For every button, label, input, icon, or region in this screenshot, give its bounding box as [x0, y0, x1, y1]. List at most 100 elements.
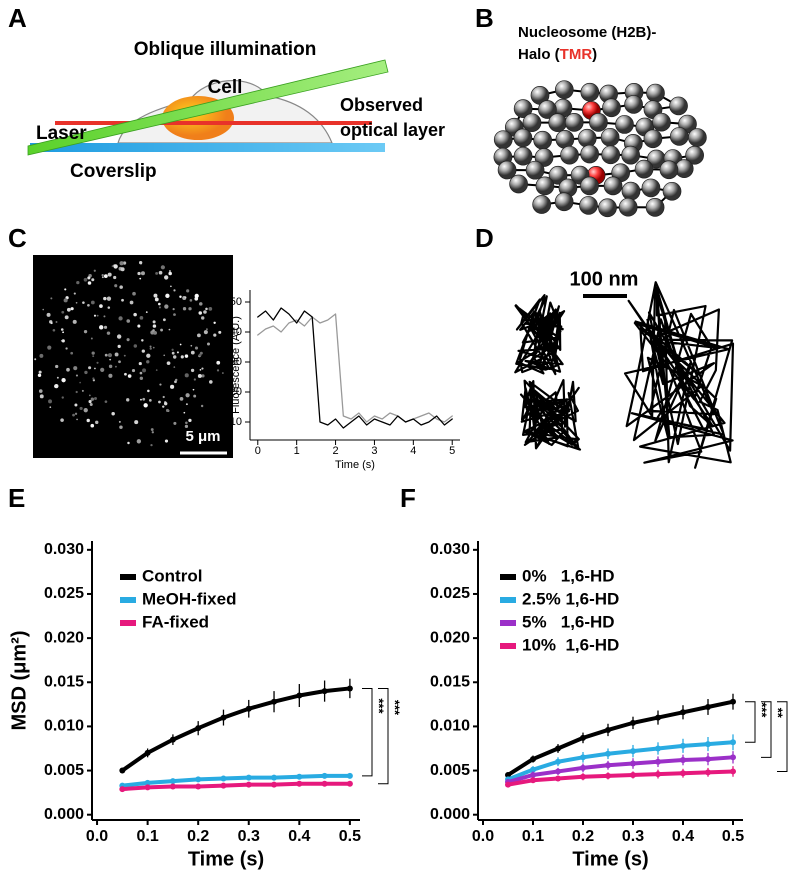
spot — [142, 368, 147, 373]
spot — [197, 373, 202, 378]
spot — [93, 314, 97, 317]
spot — [139, 316, 144, 320]
spot — [88, 400, 92, 404]
data-point — [580, 773, 586, 780]
spot — [203, 310, 207, 314]
significance-label: *** — [787, 708, 791, 724]
spot — [55, 321, 58, 323]
data-point — [505, 771, 511, 778]
x-axis-label: Time (s) — [335, 459, 375, 471]
y-tick-label: 0.010 — [44, 718, 84, 735]
spot — [188, 418, 192, 423]
spot — [120, 267, 125, 272]
x-tick-label: 0.4 — [672, 828, 694, 845]
legend-label: FA-fixed — [142, 612, 209, 631]
x-tick-label: 0.3 — [238, 828, 260, 845]
spot — [121, 298, 124, 302]
x-tick-label: 0.5 — [722, 828, 744, 845]
spot — [184, 296, 187, 299]
spot — [190, 368, 195, 373]
series-line — [506, 755, 735, 785]
y-tick-label: 0.000 — [430, 806, 470, 823]
spot — [108, 364, 113, 369]
spot — [208, 306, 213, 311]
spot — [55, 364, 59, 369]
spot — [54, 383, 59, 389]
label-part: Halo ( — [518, 46, 560, 63]
trajectories — [514, 281, 735, 469]
nucleosome — [548, 165, 568, 185]
spot — [152, 329, 155, 332]
spot — [116, 334, 122, 339]
spot — [173, 289, 176, 292]
spot — [201, 374, 205, 378]
y-axis-label: MSD (μm²) — [8, 631, 30, 731]
laser-beam — [27, 59, 389, 156]
spot — [93, 397, 97, 400]
nucleosome — [600, 127, 620, 147]
x-tick-label: 0.0 — [472, 828, 494, 845]
panel-label: F — [400, 483, 416, 513]
spot — [166, 361, 171, 366]
y-tick-label: 50 — [230, 296, 242, 308]
spot — [90, 337, 93, 340]
data-point — [271, 781, 278, 788]
data-point — [530, 777, 536, 784]
panel-label: E — [8, 483, 25, 513]
spot — [139, 376, 144, 381]
scale-bar-label: 100 nm — [570, 268, 639, 290]
spot — [64, 288, 67, 291]
spot — [46, 312, 51, 317]
spot — [199, 302, 203, 306]
spot — [203, 330, 208, 335]
label: Laser — [36, 123, 87, 144]
spot — [201, 316, 205, 320]
spot — [88, 366, 92, 370]
y-tick-label: 0.005 — [430, 762, 470, 779]
nucleosome — [641, 178, 661, 198]
spot — [162, 318, 166, 322]
data-point — [655, 758, 661, 765]
spot — [65, 347, 68, 350]
data-point — [680, 709, 686, 716]
data-point — [680, 742, 686, 749]
spot — [216, 369, 220, 372]
spot — [194, 293, 199, 299]
data-point — [296, 773, 303, 780]
spot — [66, 307, 71, 312]
spot — [61, 339, 65, 343]
spot — [129, 300, 134, 305]
data-point — [605, 726, 611, 733]
y-tick-label: 0.025 — [430, 585, 470, 602]
scale-bar-label: 5 μm — [185, 428, 220, 445]
spot — [76, 280, 80, 285]
nucleosome — [624, 95, 643, 114]
y-tick-label: 0.000 — [44, 806, 84, 823]
data-point — [169, 736, 176, 743]
spot — [133, 312, 137, 317]
spot — [101, 276, 104, 279]
spot — [113, 275, 117, 280]
spot — [70, 351, 74, 355]
spot — [174, 378, 178, 382]
x-tick-label: 0.1 — [522, 828, 544, 845]
data-point — [730, 698, 736, 705]
data-point — [169, 783, 176, 790]
spot — [50, 321, 53, 325]
nucleosome — [688, 128, 707, 147]
spot — [47, 345, 52, 350]
trajectory — [519, 378, 582, 451]
data-point — [555, 768, 561, 775]
nucleosome — [493, 130, 513, 150]
data-point — [195, 725, 202, 732]
spot — [200, 404, 204, 408]
spot — [39, 394, 44, 399]
spot — [154, 297, 159, 302]
spot — [205, 328, 208, 331]
data-point — [655, 714, 661, 721]
spot — [173, 366, 176, 368]
legend-label: 0% 1,6-HD — [522, 566, 615, 585]
spot — [81, 389, 84, 392]
spot — [170, 384, 175, 389]
spot — [76, 418, 78, 421]
